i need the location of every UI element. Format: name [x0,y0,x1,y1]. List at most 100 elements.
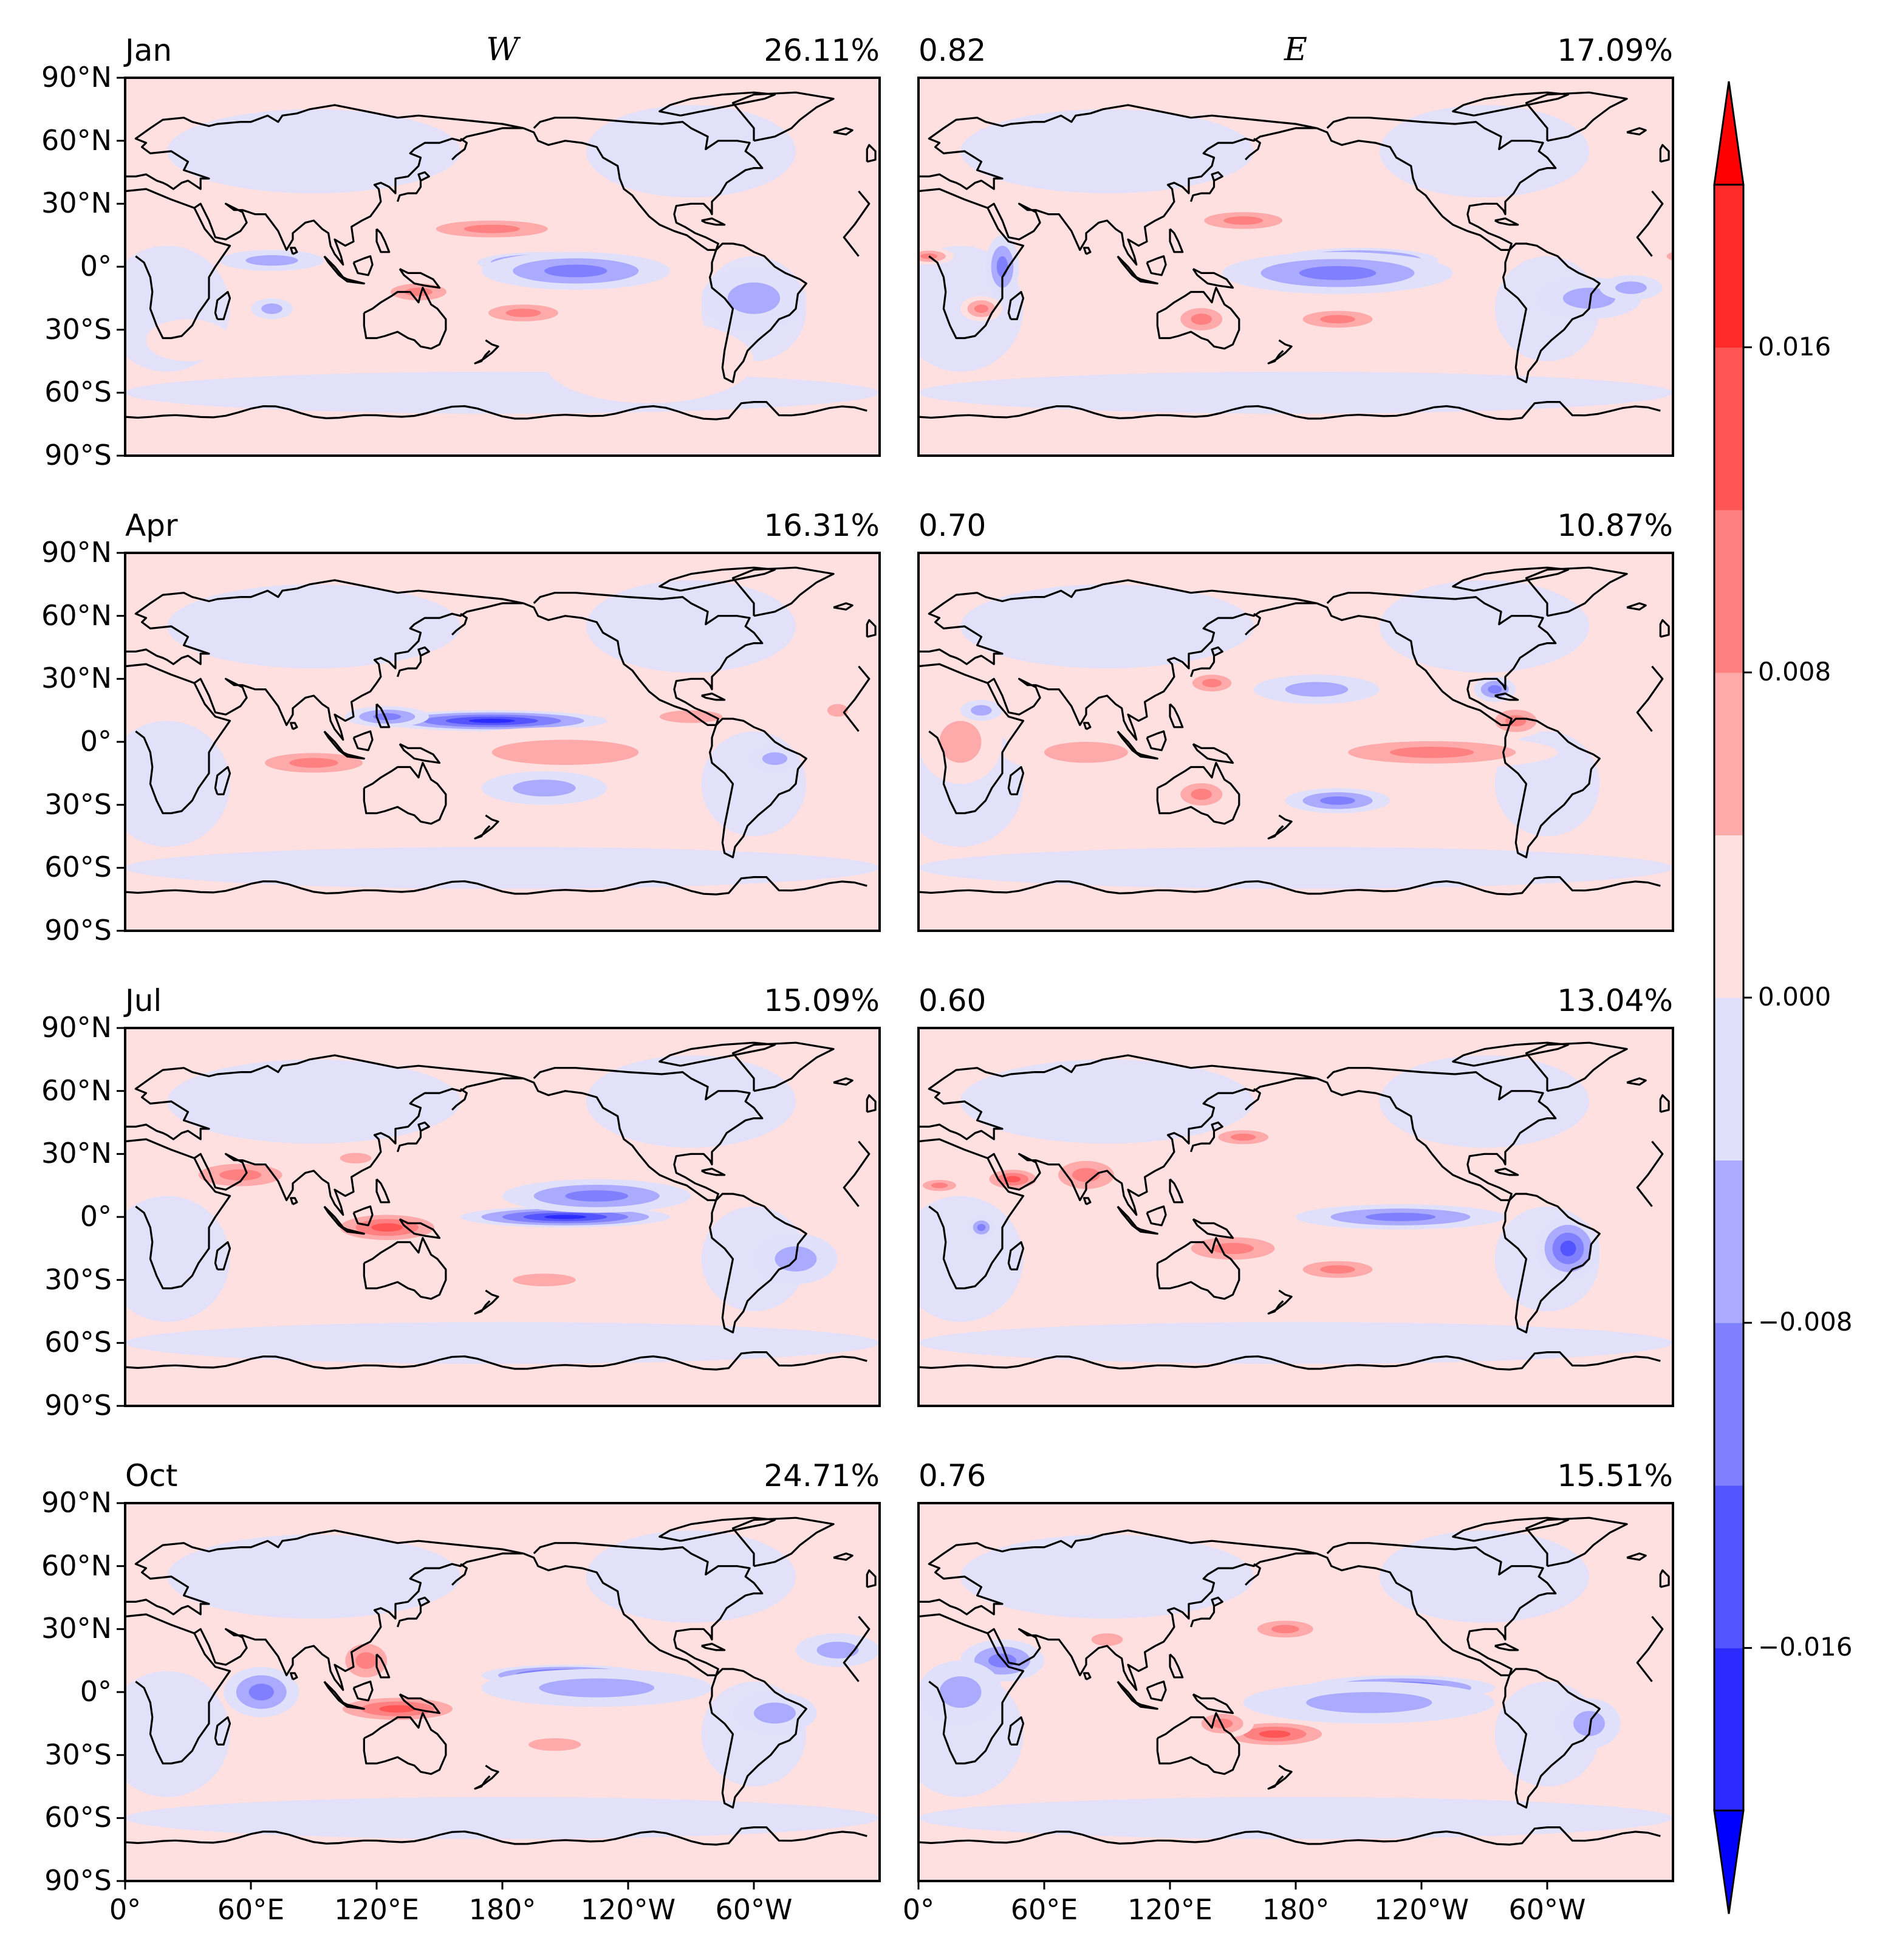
coastline [125,663,231,815]
coastline [474,1289,499,1315]
coastline [240,1054,524,1080]
x-tick-label: 0° [902,1893,935,1926]
coastline [125,1613,231,1765]
coastline [1659,144,1670,163]
anomaly-region [960,1059,1254,1144]
coastline [1245,137,1261,160]
y-tick-label: 0° [80,1675,112,1708]
anomaly-contour [1299,266,1377,280]
anomaly-region [125,721,230,847]
coastline [1636,665,1664,732]
anomaly-contour [1751,256,1762,278]
anomaly-contour [754,1702,796,1724]
coastline [240,1529,524,1555]
y-tick-label: 30°S [44,1263,112,1296]
coastline [451,1088,468,1111]
coastline [866,1094,877,1113]
anomaly-region [167,1534,460,1619]
coastline [352,1681,374,1702]
correlation-label: 0.60 [918,983,987,1018]
coastline [701,1167,726,1176]
y-tick-label: 90°N [41,1011,112,1044]
coastline [1156,1236,1240,1300]
coastline [918,592,1034,665]
variance-label-w: 24.71% [764,1458,880,1493]
anomaly-contour [1799,1154,1883,1196]
coastline [1636,190,1664,257]
anomaly-contour [1736,1167,1799,1191]
coastline [1083,722,1092,730]
coastline [1659,1569,1670,1588]
anomaly-contour [1740,235,1773,298]
colorbar-segment [1714,347,1743,510]
coastline [833,1552,853,1561]
coastline [701,217,726,226]
coastline [125,188,231,340]
anomaly-region [918,1196,1024,1322]
coastline [1626,602,1647,611]
x-tick-label: 0° [109,1893,142,1926]
anomaly-contour [1658,248,1673,264]
anomaly-contour [1202,679,1222,688]
colorbar-segment [1714,185,1743,348]
coastline [1146,1681,1167,1702]
anomaly-contour [939,721,982,763]
coastline [323,1681,365,1710]
coastline [1192,1218,1234,1239]
y-tick-label: 60°N [41,1074,112,1107]
coastline [1033,104,1317,129]
coastline [1494,1642,1519,1651]
anomaly-contour [528,1738,581,1751]
y-tick-label: 60°N [41,598,112,632]
anomaly-contour [727,282,781,314]
anomaly-contour [1091,1633,1123,1646]
variance-label-e: 10.87% [1557,508,1673,543]
anomaly-contour [468,718,515,723]
coastline [194,1077,524,1216]
coastline [1117,730,1158,760]
coastline [396,1596,430,1628]
coastline [522,1067,764,1202]
coastline [240,579,524,605]
x-tick-label: 120°E [334,1893,419,1926]
coastline [1267,1764,1293,1790]
coastline [708,242,807,383]
y-tick-label: 30°N [41,1137,112,1170]
anomaly-contour [73,704,94,717]
anomaly-region [125,1671,230,1797]
anomaly-contour [1366,1213,1435,1221]
coastline [1494,217,1519,226]
colorbar-tick-label: 0.016 [1758,331,1832,362]
coastline [1626,1077,1647,1086]
coastline [125,1542,241,1616]
coastline [352,1205,374,1227]
coastline [214,1241,231,1270]
x-tick-label: 60°W [715,1893,793,1926]
y-tick-label: 0° [80,1200,112,1233]
anomaly-contour [1759,1176,1775,1182]
anomaly-region [125,371,880,414]
colorbar-segment [1714,672,1743,835]
coastline [375,228,391,253]
month-label: Jul [125,983,162,1018]
map-panel-jan-e [918,78,1773,456]
anomaly-contour [996,256,1008,278]
coastline [125,1067,241,1140]
anomaly-contour [63,697,104,722]
y-tick-label: 60°S [44,851,112,884]
coastline [451,1563,468,1586]
colorbar-tick-label: 0.008 [1758,656,1832,687]
anomaly-region [125,1196,230,1322]
coastline [918,1613,1025,1765]
coastline [1245,1088,1261,1111]
coastline [1626,127,1647,135]
colorbar-segment [1714,998,1743,1161]
coastline [323,255,365,285]
anomaly-region [586,1530,796,1623]
coastline [1316,592,1557,727]
correlation-label: 0.76 [918,1458,987,1493]
coastline [843,190,870,257]
coastline [1189,646,1223,677]
y-tick-label: 0° [80,725,112,758]
